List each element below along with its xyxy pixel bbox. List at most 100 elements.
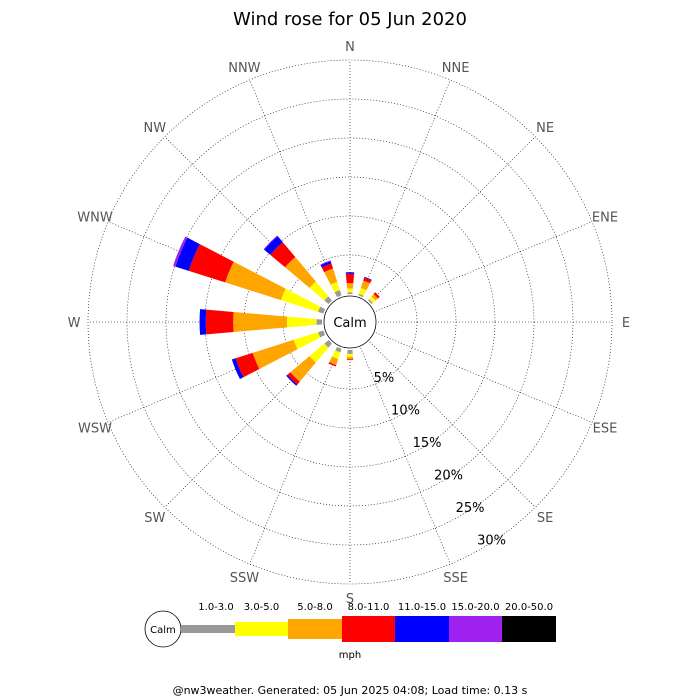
bar-sw-11.0-15.0 [286,374,298,386]
radial-tick-labels: 5% 10% 15% 20% 25% 30% [374,371,506,549]
spoke-ese [375,332,593,423]
direction-label-sw: SW [144,511,165,526]
spoke-ne [369,136,536,303]
bar-n-11.0-15.0 [345,272,355,274]
bar-nw-11.0-15.0 [264,236,283,255]
footer-text: @nw3weather. Generated: 05 Jun 2025 04:0… [173,684,528,697]
chart-title: Wind rose for 05 Jun 2020 [233,9,467,30]
bar-nnw-1.0-3.0 [334,290,342,298]
bar-wsw-5.0-8.0 [252,339,298,369]
bar-wnw-5.0-8.0 [225,261,286,301]
legend-swatch-1.0-3.0 [181,625,235,633]
legend-swatch-3.0-5.0 [235,622,288,636]
bar-wsw-1.0-3.0 [318,330,326,338]
direction-label-s: S [346,592,354,607]
bar-wsw-8.0-11.0 [235,352,260,378]
bar-n-1.0-3.0 [347,292,353,295]
bar-w-1.0-3.0 [316,319,323,325]
wind-bars [173,235,380,386]
bar-s-3.0-5.0 [347,353,353,358]
direction-label-ssw: SSW [230,571,260,586]
bar-nnw-5.0-8.0 [324,268,338,285]
bar-sw-1.0-3.0 [324,340,332,348]
spoke-nne [360,79,451,297]
legend-calm-label: Calm [150,625,176,636]
bar-w-11.0-15.0 [199,309,207,335]
bar-ne-3.0-5.0 [369,296,376,303]
bar-ssw-8.0-11.0 [328,362,337,367]
bar-s-8.0-11.0 [346,359,354,361]
radial-tick-label: 15% [413,436,442,451]
direction-label-ene: ENE [592,210,618,225]
legend-swatch-15.0-20.0 [449,616,502,642]
direction-label-nw: NW [144,121,167,136]
bar-wnw-11.0-15.0 [175,237,200,271]
bar-n-8.0-11.0 [345,273,355,284]
legend-label-8.0-11.0: 8.0-11.0 [348,602,390,613]
bar-nne-8.0-11.0 [363,277,372,284]
legend-label-20.0-50.0: 20.0-50.0 [505,602,553,613]
bar-wnw-8.0-11.0 [188,244,234,283]
radial-tick-label: 10% [391,403,420,418]
bar-nne-3.0-5.0 [358,287,367,296]
legend-label-3.0-5.0: 3.0-5.0 [244,602,279,613]
radial-tick-label: 30% [477,533,506,548]
bar-w-5.0-8.0 [233,312,288,332]
spoke-se [369,341,536,508]
bar-ssw-1.0-3.0 [335,346,342,353]
bar-ssw-3.0-5.0 [332,350,341,360]
bar-wnw-1.0-3.0 [318,306,326,314]
direction-label-ne: NE [536,121,554,136]
legend-units: mph [339,650,361,661]
bar-nnw-3.0-5.0 [330,281,340,293]
bar-n-3.0-5.0 [347,288,353,293]
bar-ne-8.0-11.0 [373,292,380,299]
calm-label: Calm [333,316,366,331]
bar-nnw-11.0-15.0 [320,261,332,268]
bar-sw-5.0-8.0 [290,356,316,382]
bar-nnw-15.0-20.0 [320,260,331,266]
bar-nne-5.0-8.0 [360,280,371,291]
spoke-ene [375,221,593,312]
bar-n-5.0-8.0 [346,283,354,289]
legend-swatch-11.0-15.0 [395,616,449,642]
bar-ne-5.0-8.0 [371,294,378,301]
legend-swatch-20.0-50.0 [502,616,556,642]
bar-ssw-5.0-8.0 [329,356,339,366]
bar-nne-11.0-15.0 [364,276,372,281]
legend-label-5.0-8.0: 5.0-8.0 [297,602,332,613]
spoke-nnw [249,79,340,297]
bar-sw-8.0-11.0 [287,372,300,385]
legend-label-11.0-15.0: 11.0-15.0 [398,602,446,613]
bar-wsw-11.0-15.0 [231,358,244,380]
direction-label-wsw: WSW [78,422,112,437]
direction-label-nnw: NNW [228,61,260,76]
direction-label-w: W [68,316,81,331]
radial-tick-label: 20% [434,468,463,483]
direction-label-n: N [345,40,355,55]
direction-label-se: SE [537,511,553,526]
bar-ne-1.0-3.0 [368,299,373,304]
spoke-ssw [249,347,340,565]
bar-w-8.0-11.0 [205,309,234,335]
bar-nw-15.0-20.0 [263,235,278,250]
radial-tick-label: 25% [456,501,485,516]
calm-circle [323,295,377,349]
legend-label-15.0-20.0: 15.0-20.0 [451,602,499,613]
direction-label-sse: SSE [443,571,468,586]
legend-swatch-5.0-8.0 [288,619,342,639]
grid-ring-6 [87,59,613,585]
bar-nnw-8.0-11.0 [321,263,334,273]
direction-label-e: E [622,316,630,331]
legend-swatch-8.0-11.0 [342,616,395,642]
bar-nw-8.0-11.0 [270,242,296,268]
bar-wnw-15.0-20.0 [173,236,188,267]
direction-label-nne: NNE [442,61,470,76]
bar-wsw-3.0-5.0 [293,332,321,350]
radial-tick-label: 5% [374,371,395,386]
direction-label-ese: ESE [593,422,618,437]
legend-label-1.0-3.0: 1.0-3.0 [198,602,233,613]
spoke-sse [360,347,451,565]
bar-s-5.0-8.0 [346,356,354,360]
